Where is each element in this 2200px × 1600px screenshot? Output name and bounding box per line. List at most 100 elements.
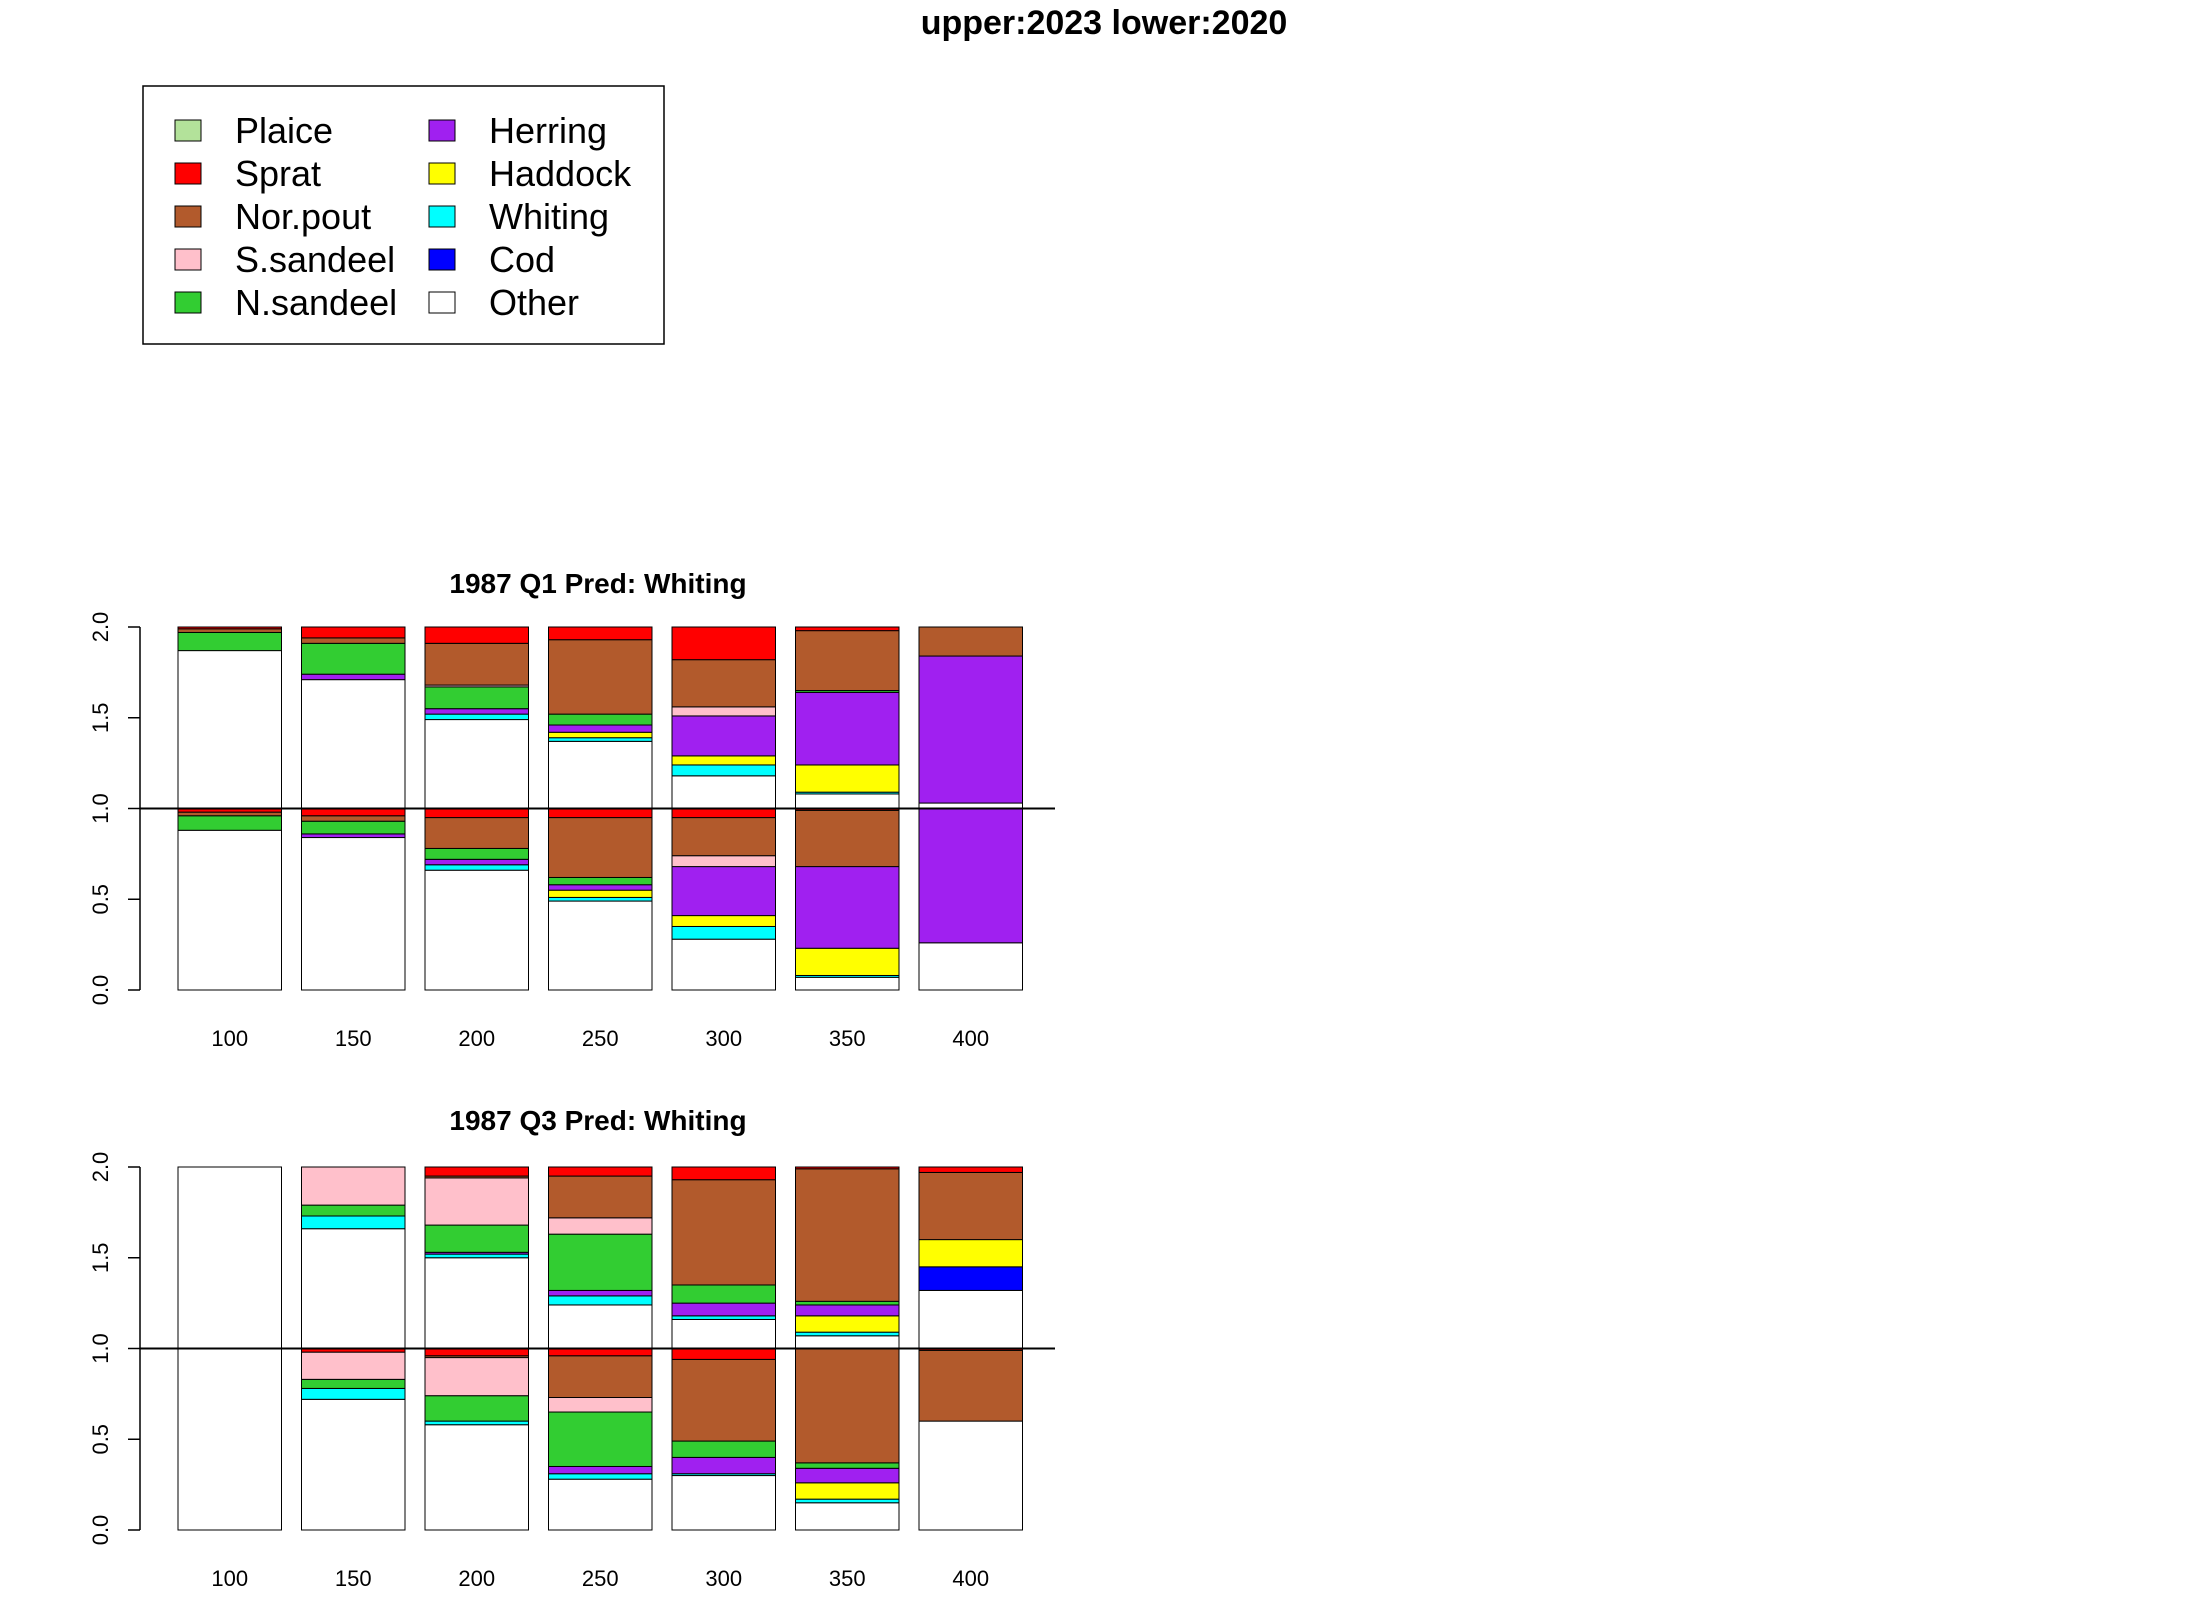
bar-segment-nor-pout — [795, 809, 900, 868]
bar-segment-cod — [918, 1266, 1023, 1291]
bar-segment-nor-pout — [548, 1175, 653, 1219]
bar-segment-other — [424, 719, 529, 809]
x-tick-label: 400 — [952, 1026, 989, 1051]
bar-stack-lower-200 — [424, 808, 529, 991]
bar-stack-lower-100 — [177, 808, 282, 991]
bar-segment-whiting — [548, 1295, 653, 1306]
bar-segment-n-sandeel — [301, 820, 406, 835]
y-tick-label: 0.0 — [88, 975, 113, 1006]
bar-segment-other — [301, 1228, 406, 1349]
y-tick-label: 1.0 — [88, 793, 113, 824]
bar-segment-whiting — [424, 864, 529, 871]
bar-segment-other — [671, 938, 776, 991]
bar-segment-sprat — [548, 1166, 653, 1177]
bar-segment-other — [548, 1478, 653, 1531]
bar-segment-n-sandeel — [301, 642, 406, 675]
bar-segment-nor-pout — [301, 815, 406, 822]
legend-swatch-plaice — [174, 119, 202, 142]
x-tick-label: 150 — [335, 1026, 372, 1051]
bar-segment-other — [795, 1502, 900, 1531]
bar-segment-s-sandeel — [548, 1397, 653, 1413]
bar-segment-sprat — [424, 808, 529, 819]
bar-segment-whiting — [795, 1331, 900, 1337]
bar-stack-lower-250 — [548, 808, 653, 991]
bar-segment-sprat — [424, 1348, 529, 1357]
bar-segment-whiting — [548, 1473, 653, 1480]
bar-segment-nor-pout — [918, 1349, 1023, 1422]
bar-segment-other — [177, 650, 282, 809]
y-tick-label: 0.5 — [88, 884, 113, 915]
bar-segment-other — [177, 1166, 282, 1349]
bar-segment-nor-pout — [671, 659, 776, 708]
bar-segment-nor-pout — [795, 1348, 900, 1464]
x-tick-label: 100 — [211, 1026, 248, 1051]
bar-segment-haddock — [671, 755, 776, 766]
bar-segment-herring — [795, 691, 900, 766]
bar-segment-herring — [671, 715, 776, 757]
legend-label-cod: Cod — [489, 239, 555, 280]
bar-segment-whiting — [301, 1215, 406, 1230]
legend-label-plaice: Plaice — [235, 110, 333, 151]
bar-segment-n-sandeel — [548, 713, 653, 726]
bar-segment-herring — [548, 1465, 653, 1475]
legend-label-herring: Herring — [489, 110, 607, 151]
x-tick-label: 400 — [952, 1566, 989, 1591]
bar-segment-herring — [548, 1289, 653, 1297]
bar-stack-upper-300 — [671, 1166, 776, 1349]
bar-segment-other — [548, 740, 653, 809]
bar-segment-herring — [548, 884, 653, 891]
bar-segment-herring — [301, 673, 406, 681]
x-tick-label: 300 — [705, 1566, 742, 1591]
bar-segment-s-sandeel — [301, 1166, 406, 1206]
bar-segment-sprat — [177, 626, 282, 630]
chart-title-q1: 1987 Q1 Pred: Whiting — [449, 568, 746, 599]
bar-stack-upper-300 — [671, 626, 776, 810]
bar-segment-other — [548, 1304, 653, 1349]
bar-segment-n-sandeel — [424, 1395, 529, 1422]
bar-segment-haddock — [918, 1239, 1023, 1268]
bar-stack-upper-400 — [918, 1166, 1023, 1350]
bar-stack-upper-400 — [918, 626, 1023, 809]
legend-frame — [142, 85, 665, 345]
bar-segment-haddock — [795, 1315, 900, 1333]
bar-segment-other — [671, 775, 776, 810]
bar-stack-lower-400 — [918, 808, 1023, 991]
bar-segment-nor-pout — [671, 817, 776, 857]
legend-label-whiting: Whiting — [489, 196, 609, 237]
bar-segment-whiting — [548, 896, 653, 902]
bar-segment-nor-pout — [548, 1355, 653, 1399]
bar-segment-other — [301, 679, 406, 810]
bar-stack-upper-200 — [424, 626, 529, 809]
bar-segment-n-sandeel — [548, 1411, 653, 1467]
bar-segment-nor-pout — [671, 1358, 776, 1442]
legend-label-nor-pout: Nor.pout — [235, 196, 371, 237]
bar-segment-herring — [795, 866, 900, 949]
bar-stack-upper-150 — [301, 1166, 406, 1349]
bar-segment-other — [918, 1289, 1023, 1350]
bar-stack-lower-400 — [918, 1348, 1023, 1531]
bar-segment-herring — [671, 1302, 776, 1317]
bar-segment-herring — [301, 833, 406, 839]
legend-label-other: Other — [489, 282, 579, 323]
bar-segment-whiting — [424, 1253, 529, 1259]
bar-segment-sprat — [424, 626, 529, 644]
bar-segment-herring — [795, 1467, 900, 1484]
bar-segment-n-sandeel — [301, 1378, 406, 1389]
bar-segment-nor-pout — [424, 817, 529, 849]
legend-swatch-other — [428, 291, 456, 314]
bar-segment-n-sandeel — [424, 686, 529, 710]
legend-swatch-herring — [428, 119, 456, 142]
x-tick-label: 350 — [829, 1026, 866, 1051]
bar-segment-whiting — [548, 737, 653, 742]
x-tick-label: 200 — [458, 1026, 495, 1051]
bar-segment-sprat — [548, 626, 653, 641]
legend-label-sprat: Sprat — [235, 153, 321, 194]
bar-segment-whiting — [671, 1315, 776, 1320]
bar-segment-whiting — [424, 1420, 529, 1426]
bar-segment-nor-pout — [918, 1171, 1023, 1241]
bar-stack-lower-350 — [795, 808, 900, 991]
bar-segment-haddock — [795, 764, 900, 793]
bar-segment-s-sandeel — [671, 706, 776, 717]
